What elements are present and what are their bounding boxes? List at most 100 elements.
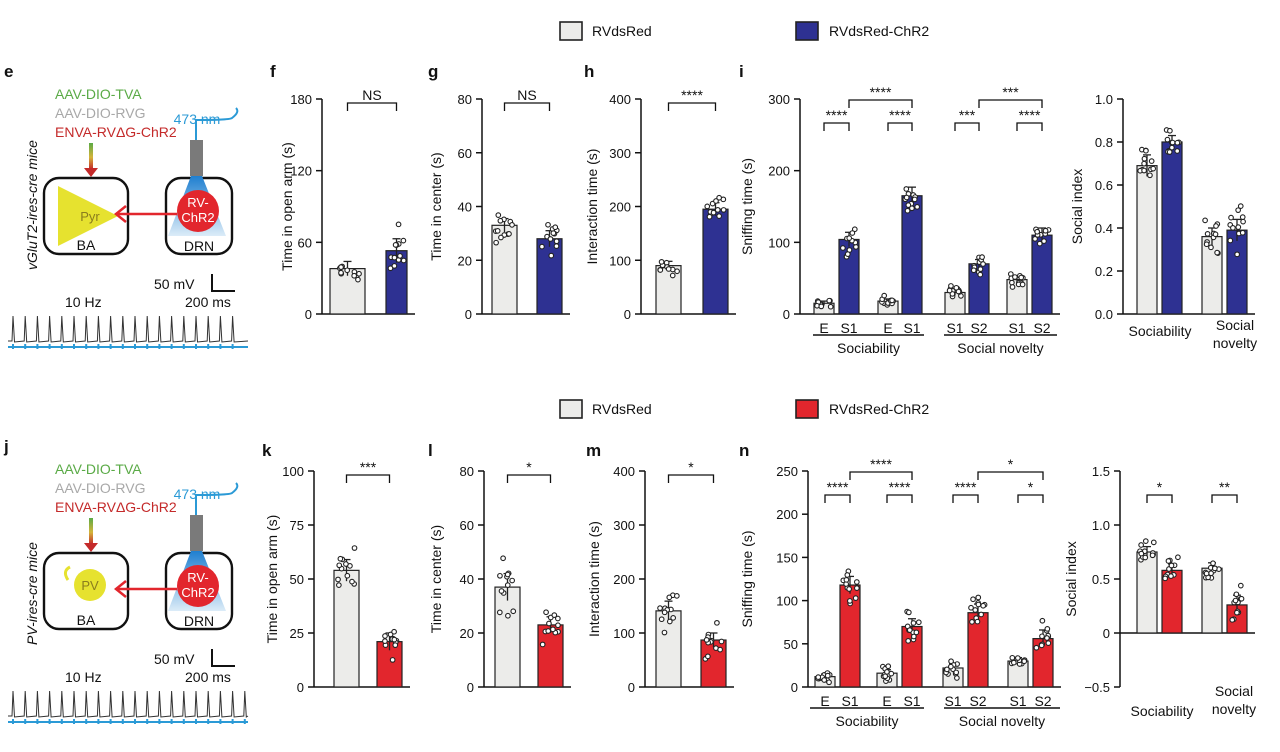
bottom-mouse-label: PV-ires-cre mice — [24, 542, 40, 645]
top-stim-pulse — [24, 344, 27, 349]
significance-label: *** — [1002, 84, 1019, 100]
data-point — [1240, 218, 1246, 225]
data-point — [1203, 241, 1210, 248]
data-point — [1212, 231, 1219, 238]
y-axis-label: Social index — [1069, 169, 1085, 245]
bottom-stim-pulse — [109, 719, 112, 724]
data-point — [706, 213, 713, 220]
top-freq-label: 10 Hz — [65, 294, 102, 310]
data-point — [1234, 251, 1240, 258]
top-stim-pulse — [12, 344, 14, 349]
data-point — [853, 585, 860, 592]
top-legend-control-label: RVdsRed — [592, 23, 652, 39]
top-injection-arrowhead — [84, 168, 98, 177]
data-point — [547, 236, 554, 242]
y-axis-label: Time in center (s) — [428, 525, 444, 633]
data-point — [1174, 148, 1181, 154]
data-point — [1041, 238, 1047, 244]
bottom-stim-pulse — [121, 719, 124, 724]
data-point — [1175, 554, 1181, 561]
data-point — [505, 612, 511, 619]
y-tick-label: 100 — [613, 626, 635, 641]
data-point — [1044, 626, 1051, 632]
data-point — [840, 245, 846, 251]
data-point — [665, 266, 672, 272]
bottom-stim-pulse — [134, 719, 136, 724]
data-point — [1039, 633, 1045, 640]
data-point — [905, 202, 912, 208]
data-point — [1032, 235, 1038, 242]
data-point — [539, 243, 545, 250]
data-point — [953, 284, 960, 291]
data-point — [1142, 554, 1149, 561]
panel-letter-i: i — [739, 62, 744, 81]
data-point — [847, 598, 853, 604]
data-point — [1229, 616, 1236, 623]
data-point — [720, 207, 727, 213]
top-cell-b-label: RV- — [187, 195, 208, 210]
bottom-scale-bar — [211, 649, 235, 667]
data-point — [1141, 155, 1148, 162]
data-point — [1233, 591, 1240, 598]
data-point — [903, 194, 910, 201]
y-axis-label: Time in center (s) — [428, 152, 444, 260]
bottom-stim-pulse — [170, 719, 173, 724]
top-stim-pulse — [73, 344, 75, 349]
y-tick-label: 0.8 — [1095, 135, 1113, 150]
data-point — [851, 226, 858, 233]
top-legend: RVdsRed RVdsRed-ChR2 — [559, 21, 929, 41]
data-point — [844, 572, 851, 578]
data-point — [904, 207, 911, 214]
significance-label: **** — [870, 84, 892, 100]
bottom-virus-tva: AAV-DIO-TVA — [55, 461, 142, 477]
top-stim-pulse — [36, 344, 39, 349]
bottom-stim-pulse — [12, 719, 14, 724]
top-scale-v: 50 mV — [154, 276, 195, 292]
significance-label: NS — [362, 87, 381, 103]
top-stim-pulse — [158, 344, 161, 349]
data-point — [705, 653, 711, 660]
data-point — [910, 620, 917, 626]
bottom-injection-arrowhead — [84, 543, 98, 552]
data-point — [666, 618, 673, 625]
y-tick-label: 0 — [305, 307, 312, 322]
data-point — [1202, 217, 1208, 224]
bottom-legend-chr2-swatch — [795, 399, 819, 419]
data-point — [498, 588, 505, 594]
data-point — [885, 663, 892, 670]
bottom-stim-pulse — [231, 719, 234, 724]
data-point — [821, 677, 828, 683]
data-point — [1239, 229, 1246, 236]
top-cell-a-label: Pyr — [80, 209, 100, 224]
top-stim-pulse — [219, 344, 222, 349]
data-point — [948, 283, 954, 289]
top-region-a-label: BA — [77, 237, 96, 253]
data-point — [1033, 644, 1040, 651]
bottom-stim-pulse — [182, 719, 185, 724]
y-tick-label: 0 — [628, 680, 635, 695]
data-point — [947, 663, 954, 670]
bottom-stim-pulse — [195, 719, 197, 724]
x-tick-label: S1 — [841, 693, 858, 709]
significance-bracket — [667, 474, 715, 483]
top-stim-pulse — [60, 344, 63, 349]
data-point — [1237, 582, 1244, 589]
y-tick-label: 80 — [458, 92, 472, 107]
significance-label: **** — [826, 107, 848, 123]
data-point — [661, 609, 668, 616]
data-point — [1021, 658, 1028, 665]
data-point — [356, 270, 362, 277]
data-point — [1210, 560, 1216, 567]
y-tick-label: 100 — [776, 594, 798, 609]
data-point — [1235, 207, 1241, 214]
data-point — [975, 594, 982, 601]
x-tick-label: S1 — [1008, 320, 1025, 336]
data-point — [657, 267, 664, 273]
data-point — [970, 596, 976, 603]
chart-k: k 0 25 50 75 100 Time in open arm (s) *** — [262, 441, 410, 695]
data-point — [673, 593, 680, 599]
significance-label: *** — [360, 459, 377, 475]
data-point — [382, 638, 388, 644]
y-tick-label: 60 — [298, 235, 312, 250]
